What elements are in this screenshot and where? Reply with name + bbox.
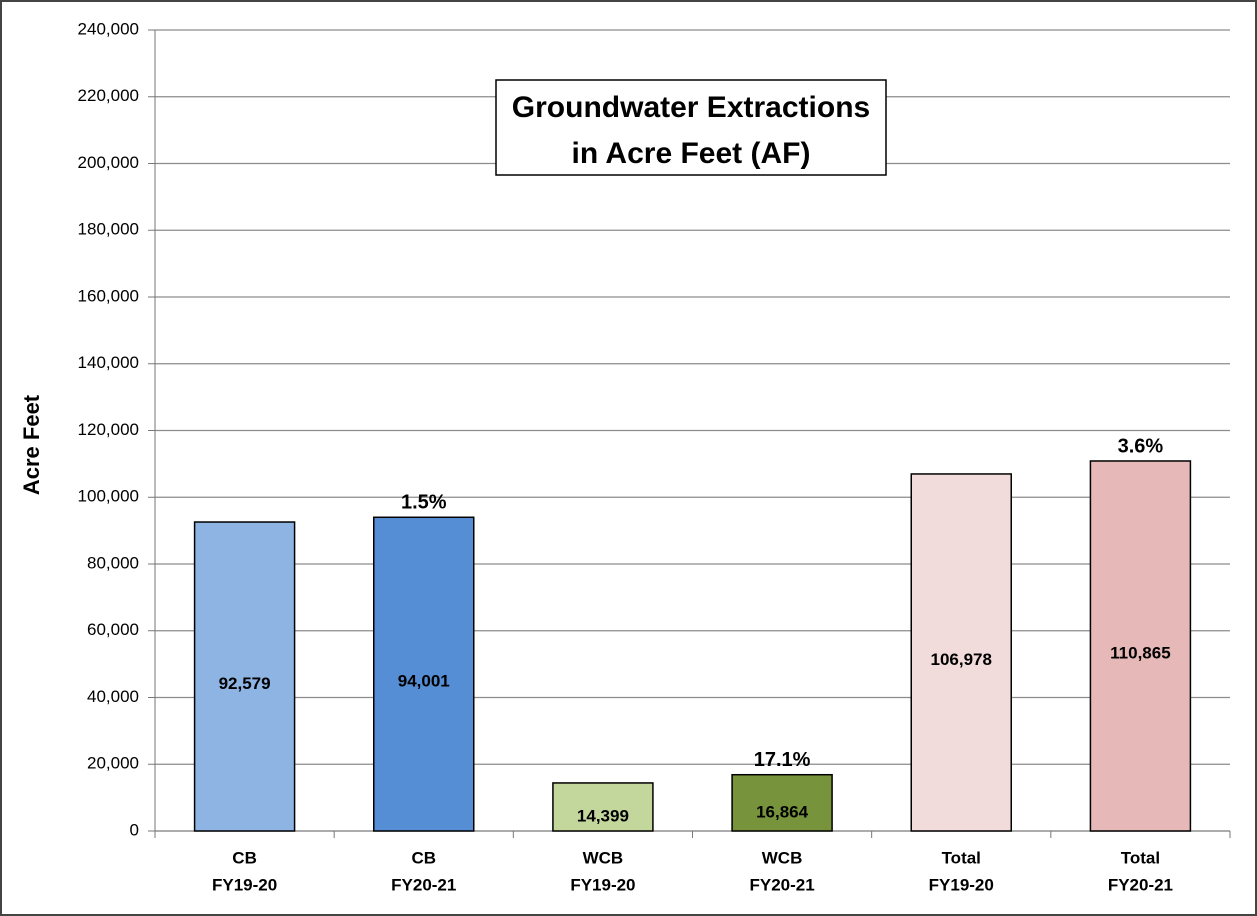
x-tick-label: FY20-21 bbox=[749, 875, 814, 894]
y-tick-label: 220,000 bbox=[78, 86, 139, 105]
change-label: 1.5% bbox=[401, 492, 447, 514]
value-label: 106,978 bbox=[931, 650, 992, 669]
chart-title: in Acre Feet (AF) bbox=[572, 137, 811, 170]
title-box bbox=[495, 79, 887, 176]
bar bbox=[373, 516, 475, 832]
x-tick-label: WCB bbox=[762, 848, 803, 867]
x-tick-label: CB bbox=[411, 848, 436, 867]
y-tick-label: 120,000 bbox=[78, 420, 139, 439]
bar bbox=[731, 773, 833, 832]
y-tick-label: 40,000 bbox=[87, 687, 139, 706]
y-axis-label: Acre Feet bbox=[19, 394, 44, 495]
y-tick-label: 160,000 bbox=[78, 286, 139, 305]
x-tick-label: WCB bbox=[583, 848, 624, 867]
bar bbox=[193, 521, 296, 832]
x-tick-label: FY20-21 bbox=[391, 875, 456, 894]
x-tick-label: FY19-20 bbox=[929, 875, 994, 894]
x-tick-label: CB bbox=[232, 848, 257, 867]
bar bbox=[552, 782, 654, 832]
x-tick-label: FY19-20 bbox=[212, 875, 277, 894]
bar bbox=[910, 473, 1012, 832]
x-tick-label: Total bbox=[1121, 848, 1160, 867]
value-label: 94,001 bbox=[398, 672, 450, 691]
y-tick-label: 180,000 bbox=[78, 220, 139, 239]
value-label: 14,399 bbox=[577, 806, 629, 825]
y-tick-label: 0 bbox=[130, 820, 139, 839]
y-tick-label: 140,000 bbox=[78, 353, 139, 372]
x-tick-label: Total bbox=[942, 848, 981, 867]
y-tick-label: 200,000 bbox=[78, 153, 139, 172]
bar bbox=[1089, 460, 1192, 832]
value-label: 92,579 bbox=[219, 674, 271, 693]
x-tick-label: FY20-21 bbox=[1108, 875, 1173, 894]
value-label: 110,865 bbox=[1110, 643, 1171, 662]
change-label: 3.6% bbox=[1118, 435, 1164, 457]
change-label: 17.1% bbox=[754, 749, 811, 771]
y-tick-label: 20,000 bbox=[87, 754, 139, 773]
y-tick-label: 60,000 bbox=[87, 620, 139, 639]
y-tick-label: 80,000 bbox=[87, 553, 139, 572]
y-tick-label: 100,000 bbox=[78, 487, 139, 506]
x-tick-label: FY19-20 bbox=[570, 875, 635, 894]
y-tick-label: 240,000 bbox=[78, 19, 139, 38]
chart-title: Groundwater Extractions bbox=[512, 91, 870, 124]
value-label: 16,864 bbox=[756, 802, 809, 821]
